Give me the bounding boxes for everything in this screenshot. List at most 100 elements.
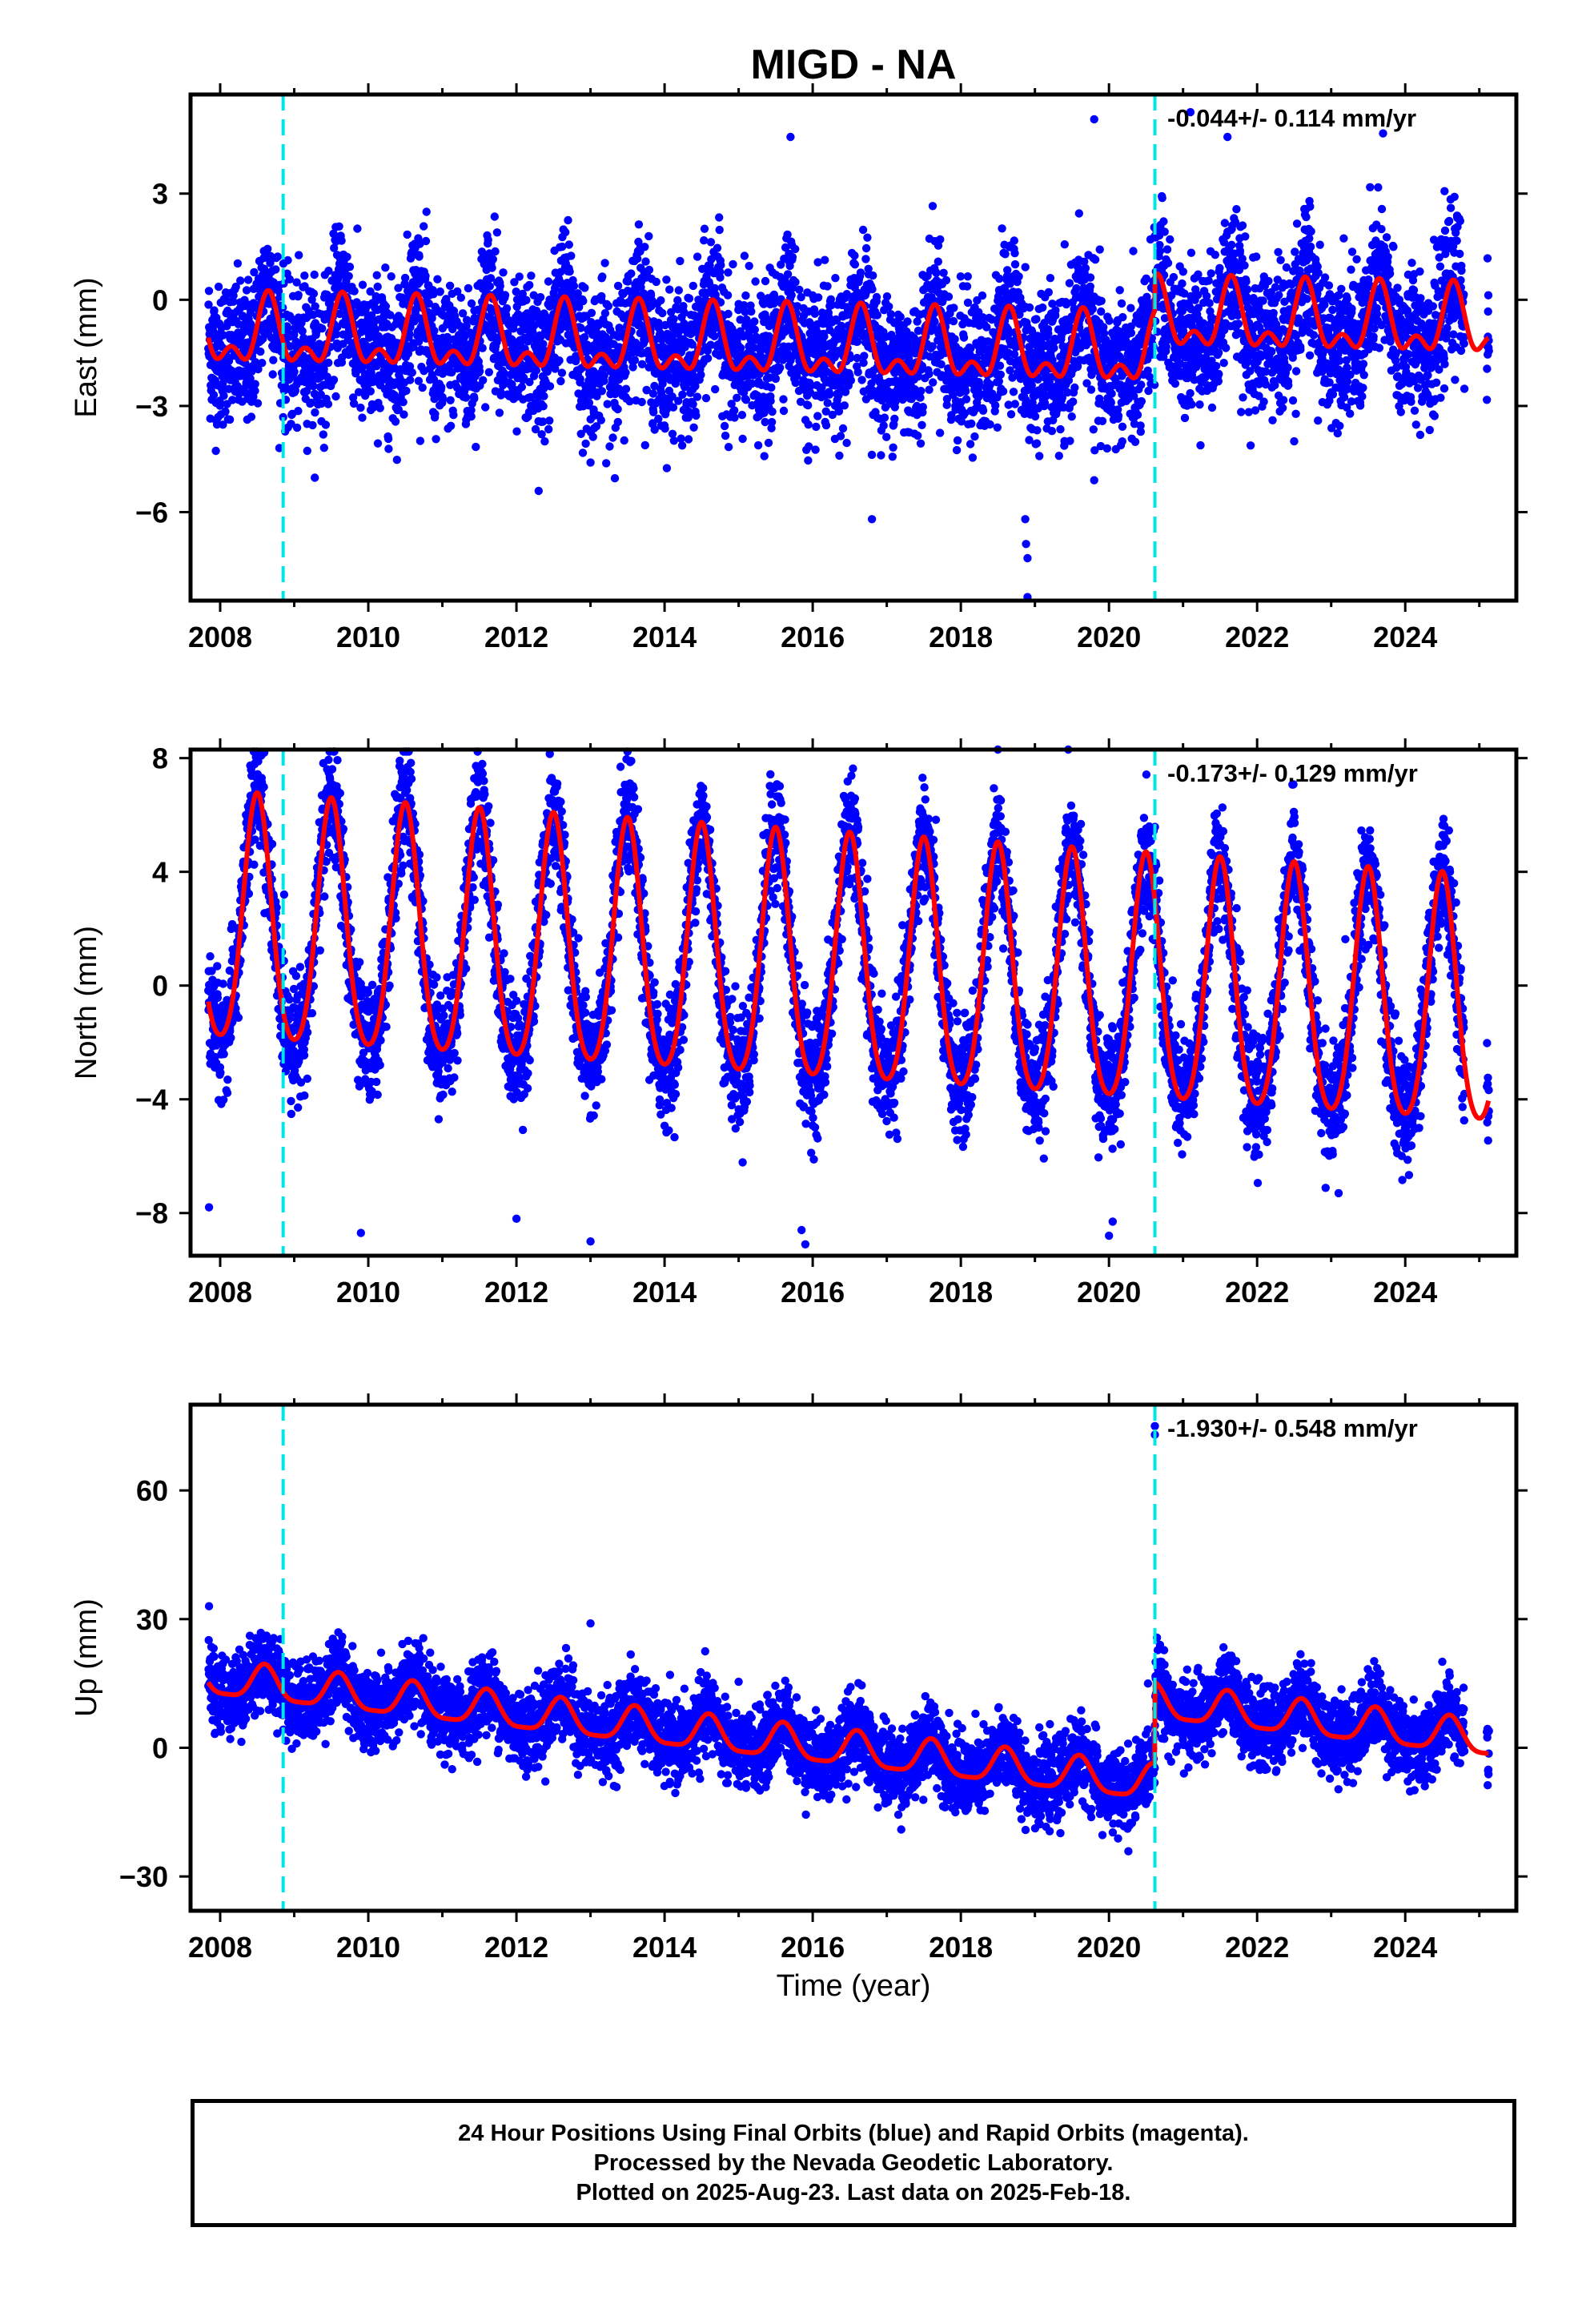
east-data-point xyxy=(512,427,521,436)
east-data-point xyxy=(916,439,926,448)
east-data-point xyxy=(662,275,671,284)
east-data-point xyxy=(1180,413,1190,423)
east-data-point xyxy=(703,354,713,363)
east-data-point xyxy=(1137,380,1146,389)
east-data-point xyxy=(430,326,439,336)
east-data-point xyxy=(600,309,610,318)
east-data-point xyxy=(795,285,804,294)
east-data-point xyxy=(400,410,408,419)
east-data-point xyxy=(831,274,840,283)
east-data-point xyxy=(771,374,781,384)
east-data-point xyxy=(1129,247,1138,255)
east-data-point xyxy=(1038,303,1047,312)
east-data-point xyxy=(1033,426,1042,435)
east-data-point xyxy=(649,408,658,416)
east-data-point xyxy=(713,243,722,252)
east-data-point xyxy=(204,300,213,309)
east-data-point xyxy=(246,308,255,318)
east-data-point xyxy=(204,287,214,296)
east-data-point xyxy=(1207,269,1215,278)
east-data-point xyxy=(499,268,508,277)
east-data-point xyxy=(962,387,970,396)
east-data-point xyxy=(540,437,549,446)
east-data-point xyxy=(644,265,654,275)
east-data-point xyxy=(321,420,331,429)
east-data-point xyxy=(331,392,340,401)
east-data-point xyxy=(1204,276,1213,285)
east-data-point xyxy=(890,414,899,424)
east-data-point xyxy=(868,285,877,294)
east-data-point xyxy=(391,417,400,426)
east-data-point xyxy=(224,356,234,365)
east-data-point xyxy=(400,273,410,283)
east-data-point xyxy=(652,277,661,287)
east-data-point xyxy=(335,222,343,231)
east-data-point xyxy=(399,397,408,407)
east-data-point xyxy=(1056,424,1065,434)
east-data-point xyxy=(496,282,504,291)
east-data-point xyxy=(475,367,484,376)
east-data-point xyxy=(446,421,456,430)
east-data-point xyxy=(861,255,870,263)
east-data-point xyxy=(580,283,589,292)
east-data-point xyxy=(885,302,893,311)
east-data-point xyxy=(343,252,351,261)
east-data-point xyxy=(936,235,945,244)
east-data-point xyxy=(633,254,642,263)
east-scatter xyxy=(204,107,1493,601)
east-data-point xyxy=(408,368,416,377)
east-data-point xyxy=(1051,306,1060,315)
figure: MIGD - NA 2008 2010 2012 2014 2016 2018 2020 20… xyxy=(70,42,1528,2003)
east-data-point xyxy=(373,439,383,448)
east-data-point xyxy=(1215,263,1224,272)
east-data-point xyxy=(1114,412,1123,420)
east-data-point xyxy=(662,464,672,472)
east-data-point xyxy=(1126,304,1135,312)
east-data-point xyxy=(627,269,636,278)
east-data-point xyxy=(674,286,683,295)
east-data-point xyxy=(228,396,237,404)
east-data-point xyxy=(764,438,773,448)
east-data-point xyxy=(751,277,760,286)
east-data-point xyxy=(1032,439,1042,448)
east-data-point xyxy=(917,420,926,429)
east-data-point xyxy=(432,435,440,444)
east-data-point xyxy=(358,280,367,289)
east-data-point xyxy=(294,407,303,416)
east-data-point xyxy=(693,392,702,401)
east-data-point xyxy=(479,376,488,384)
east-data-point xyxy=(564,240,573,249)
east-data-point xyxy=(532,366,540,375)
east-data-point xyxy=(588,432,597,441)
east-data-point xyxy=(318,324,327,333)
east-data-point xyxy=(597,292,606,301)
east-data-point xyxy=(950,335,959,344)
east-data-point xyxy=(850,260,860,269)
east-data-point xyxy=(783,230,792,239)
east-data-point xyxy=(247,412,256,421)
east-data-point xyxy=(1162,245,1172,254)
east-data-point xyxy=(300,271,309,280)
east-data-point xyxy=(1088,304,1098,313)
east-data-point xyxy=(689,281,697,291)
east-data-point xyxy=(700,224,709,233)
east-data-point xyxy=(873,311,882,320)
east-data-point xyxy=(403,230,412,239)
east-data-point xyxy=(221,407,230,416)
east-data-point xyxy=(437,383,446,392)
east-data-point xyxy=(253,399,263,408)
east-data-point xyxy=(993,423,1002,432)
east-data-point xyxy=(750,325,759,334)
east-data-point xyxy=(250,267,259,277)
east-data-point xyxy=(1205,299,1214,308)
east-data-point xyxy=(1095,245,1104,254)
east-data-point xyxy=(953,436,962,445)
east-data-point xyxy=(836,432,845,440)
east-data-point xyxy=(308,420,317,430)
east-data-point xyxy=(872,292,881,302)
east-data-point xyxy=(1207,403,1217,412)
east-data-point xyxy=(515,272,524,281)
east-data-point xyxy=(733,393,741,402)
east-data-point xyxy=(1186,248,1196,257)
east-data-point xyxy=(602,459,611,468)
